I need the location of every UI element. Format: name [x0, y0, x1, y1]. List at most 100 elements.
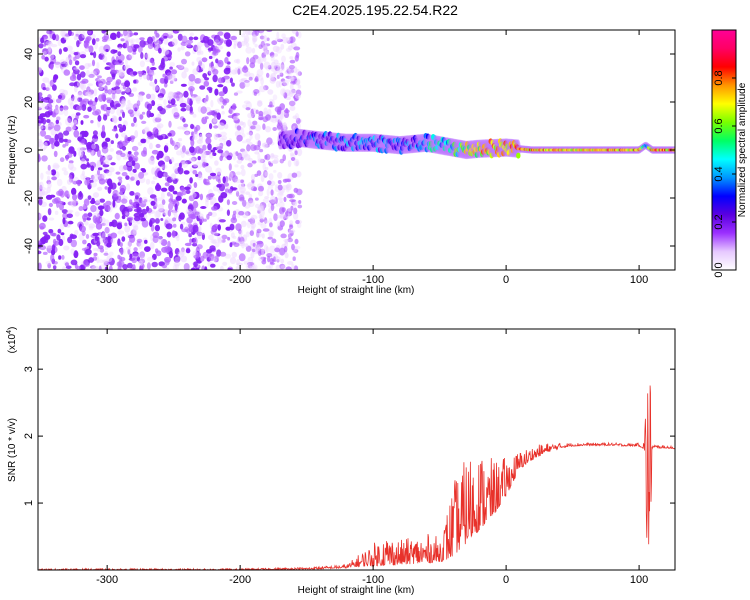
spectrogram-noise-cell	[210, 263, 216, 268]
spectrogram-noise-cell	[104, 186, 108, 190]
spectrogram-noise-cell	[250, 266, 255, 270]
spectrogram-noise-cell	[149, 112, 155, 118]
spectrogram-noise-cell	[76, 73, 82, 81]
spectrogram-noise-cell	[179, 212, 185, 220]
spectrogram-noise-cell	[277, 192, 284, 198]
spectrogram-noise-cell	[43, 35, 48, 39]
spectrogram-noise-cell	[226, 140, 232, 147]
spectrogram-noise-cell	[87, 195, 92, 201]
spectrogram-noise-cell	[176, 142, 182, 148]
spectrogram-noise-cell	[296, 188, 303, 196]
spectrogram-noise-cell	[53, 124, 61, 132]
spectrogram-noise-cell	[217, 59, 224, 68]
spectrogram-noise-cell	[208, 234, 214, 240]
spectrogram-noise-cell	[242, 30, 247, 35]
spectrogram-noise-cell	[253, 187, 257, 192]
spectrogram-noise-cell	[196, 260, 202, 264]
spectrogram-noise-cell	[92, 247, 99, 252]
spectrogram-noise-cell	[197, 148, 204, 154]
spectrogram-noise-cell	[69, 75, 77, 82]
spectrogram-noise-cell	[174, 256, 181, 263]
spectrogram-noise-cell	[160, 187, 168, 192]
spectrogram-noise-cell	[151, 180, 156, 185]
spectrogram-noise-cell	[289, 152, 295, 157]
spectrogram-noise-cell	[281, 207, 286, 213]
spectrogram-noise-cell	[277, 197, 284, 201]
spectrogram-noise-cell	[126, 262, 133, 269]
spectrogram-noise-cell	[164, 155, 171, 162]
spectrogram-noise-cell	[188, 36, 194, 41]
spectrogram-noise-cell	[193, 254, 200, 259]
spectrogram-noise-cell	[83, 114, 90, 119]
spectrogram-noise-cell	[243, 73, 248, 77]
spectrogram-noise-cell	[46, 175, 51, 181]
spectrogram-noise-cell	[294, 54, 299, 62]
spectrogram-noise-cell	[103, 252, 109, 256]
spectrogram-noise-cell	[217, 224, 221, 231]
spectrogram-noise-cell	[235, 190, 240, 197]
spectrogram-noise-cell	[96, 160, 101, 166]
spectrogram-noise-cell	[238, 121, 245, 126]
spectrogram-noise-cell	[263, 169, 268, 178]
spectrogram-noise-cell	[263, 142, 268, 149]
spectrogram-noise-cell	[257, 56, 264, 64]
spectrogram-noise-cell	[39, 184, 43, 192]
spectrogram-noise-cell	[185, 208, 192, 215]
spectrogram-noise-cell	[210, 238, 218, 244]
spectrogram-noise-cell	[190, 139, 195, 147]
spectrogram-noise-cell	[189, 111, 194, 115]
spectrogram-noise-cell	[252, 37, 257, 42]
spectrogram-noise-cell	[176, 150, 182, 156]
spectrogram-noise-cell	[229, 77, 233, 84]
spectrogram-noise-cell	[64, 118, 72, 126]
spectrogram-noise-cell	[128, 267, 132, 270]
spectrogram-noise-cell	[291, 263, 295, 270]
spectrogram-noise-cell	[72, 194, 78, 201]
spectrogram-noise-cell	[221, 110, 225, 115]
spectrogram-noise-cell	[285, 37, 291, 43]
spectrogram-noise-cell	[50, 63, 54, 70]
spectrogram-noise-cell	[86, 217, 91, 221]
spectrogram-noise-cell	[254, 151, 260, 155]
spectrogram-noise-cell	[87, 63, 92, 67]
spectrogram-noise-cell	[260, 77, 264, 86]
spectrogram-noise-cell	[92, 130, 98, 136]
spectrogram-noise-cell	[250, 214, 258, 220]
spectrogram-noise-cell	[74, 85, 78, 93]
spectrogram-noise-cell	[133, 79, 137, 84]
spectrogram-noise-cell	[120, 38, 125, 42]
spectrogram-noise-cell	[152, 253, 157, 260]
spectrogram-noise-cell	[236, 159, 243, 164]
spectrogram-noise-cell	[38, 105, 42, 110]
spectrogram-noise-cell	[123, 156, 128, 160]
spectrogram-noise-cell	[110, 140, 115, 145]
spectrogram-noise-cell	[104, 226, 110, 234]
spectrogram-noise-cell	[46, 47, 53, 55]
spectrogram-noise-cell	[208, 55, 213, 60]
spectrogram-noise-cell	[133, 32, 139, 36]
spectrogram-signal-cell	[516, 152, 521, 159]
spectrogram-noise-cell	[188, 233, 192, 238]
spectrogram-noise-cell	[172, 165, 178, 171]
spectrogram-noise-cell	[259, 62, 264, 70]
spectrogram-noise-cell	[268, 230, 275, 238]
spectrogram-noise-cell	[285, 96, 291, 101]
spectrogram-noise-cell	[124, 210, 128, 216]
spectrogram-noise-cell	[90, 174, 95, 181]
spectrogram-noise-cell	[232, 152, 237, 161]
spectrogram-noise-cell	[105, 154, 113, 159]
spectrogram-noise-cell	[102, 55, 108, 63]
spectrogram-noise-cell	[250, 182, 256, 187]
spectrogram-noise-cell	[59, 59, 66, 64]
spectrogram-noise-cell	[167, 209, 172, 217]
spectrogram-noise-cell	[132, 51, 137, 55]
spectrogram-noise-cell	[92, 232, 99, 237]
spectrogram-noise-cell	[272, 127, 278, 131]
spectrogram-noise-cell	[146, 262, 151, 270]
spectrogram-noise-cell	[199, 255, 205, 262]
spectrogram-noise-cell	[157, 93, 165, 99]
y-tick-label: 2	[23, 433, 35, 439]
spectrogram-noise-cell	[163, 98, 167, 106]
spectrogram-noise-cell	[275, 80, 280, 88]
spectrogram-noise-cell	[73, 123, 77, 130]
